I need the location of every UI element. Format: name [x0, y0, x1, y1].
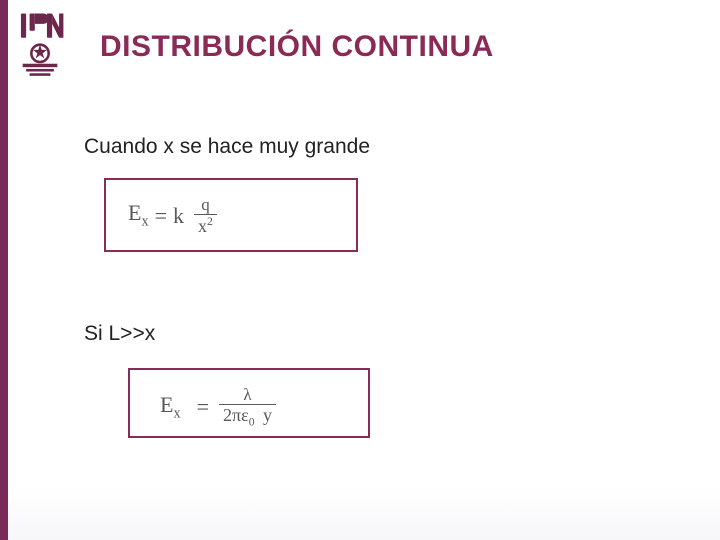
- ipn-logo: [14, 10, 66, 79]
- eq1-k: k: [173, 203, 184, 229]
- eq1-den-x: x: [198, 216, 207, 236]
- eq2-numerator-lambda: λ: [239, 386, 255, 404]
- text-line-1: Cuando x se hace muy grande: [84, 135, 370, 159]
- eq2-lhs: Ex: [160, 392, 181, 422]
- eq1-denominator: x2: [194, 214, 217, 235]
- eq1-equals: =: [155, 203, 167, 229]
- eq2-den-2: 2: [223, 405, 232, 425]
- eq2-denominator: 2πε0 y: [219, 404, 276, 428]
- eq2-den-pi: π: [232, 405, 241, 425]
- side-accent: [0, 0, 8, 540]
- eq2-den-eps-sub: 0: [249, 416, 255, 429]
- eq2-E: E: [160, 392, 173, 417]
- eq2-fraction: λ 2πε0 y: [219, 386, 276, 428]
- eq1-den-sup: 2: [207, 215, 213, 228]
- equation-1: Ex = k q x2: [128, 196, 221, 235]
- eq1-sub-x: x: [141, 214, 148, 230]
- eq2-den-y: y: [263, 405, 272, 425]
- slide-title: DISTRIBUCIÓN CONTINUA: [100, 30, 494, 64]
- slide: DISTRIBUCIÓN CONTINUA Cuando x se hace m…: [0, 0, 720, 540]
- eq2-sub-x: x: [173, 405, 180, 421]
- text-line-2: Si L>>x: [84, 322, 155, 346]
- equation-2: Ex = λ 2πε0 y: [160, 386, 280, 428]
- eq2-den-eps: ε: [241, 405, 249, 425]
- eq1-fraction: q x2: [194, 196, 217, 235]
- eq1-numerator: q: [197, 196, 214, 214]
- eq1-lhs: Ex: [128, 200, 149, 230]
- eq2-equals: =: [197, 394, 209, 420]
- eq1-E: E: [128, 200, 141, 225]
